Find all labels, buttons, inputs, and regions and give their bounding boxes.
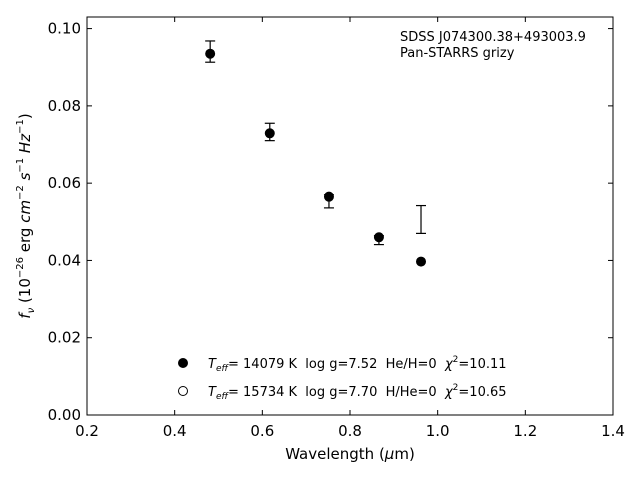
legend-2-chi: χ [444,385,454,400]
x-tick-label: 0.8 [338,422,362,440]
legend-2-t: T [208,385,217,400]
legend-marker-open [178,386,188,396]
y-tick-label: 0.06 [48,174,81,192]
model-point-filled [416,256,427,267]
x-tick-label: 1.2 [513,422,537,440]
model-point-filled [323,191,334,202]
legend-2-sup: 2 [453,383,459,393]
x-axis-label-suffix: m) [394,445,414,463]
legend-2-rest: = 15734 K log g=7.70 H/He=0 [228,385,445,400]
y-tick-label: 0.10 [48,20,81,38]
legend-entry-2: Teff= 15734 K log g=7.70 H/He=0 χ2=10.65 [208,383,507,402]
legend-marker-filled [178,358,188,368]
annotation-survey: Pan-STARRS grizy [400,46,515,61]
y-axis-ticks: 0.00 0.02 0.04 0.06 0.08 0.10 [48,20,613,424]
y-label-open: (10 [16,278,34,308]
model-point-filled [264,128,275,139]
y-tick-label: 0.02 [48,329,81,347]
y-label-exp3: −1 [15,158,26,173]
y-tick-label: 0.00 [48,406,81,424]
y-label-exp2: −2 [15,185,26,200]
y-label-erg: erg [16,223,34,257]
y-label-nu: ν [26,307,37,313]
x-tick-label: 1.4 [601,422,625,440]
legend-1-sup: 2 [453,355,459,365]
x-tick-label: 1.0 [426,422,450,440]
x-axis-label-mu: μ [384,445,395,463]
y-label-close: ) [16,113,34,119]
y-label-s: s [16,172,34,180]
model-point-filled [205,48,216,59]
x-tick-label: 0.2 [75,422,99,440]
legend-entry-1: Teff= 14079 K log g=7.52 He/H=0 χ2=10.11 [208,355,507,374]
annotation-object-name: SDSS J074300.38+493003.9 [400,30,586,45]
legend-1-chi: χ [444,357,454,372]
model-points [205,48,427,267]
y-label-exp4: −1 [15,119,26,134]
y-tick-label: 0.04 [48,251,81,269]
plot-frame [86,16,614,416]
y-label-exp1: −26 [15,257,26,278]
y-label-hz: Hz [16,133,34,153]
y-label-f: f [16,311,34,319]
legend-1-rest: = 14079 K log g=7.52 He/H=0 [228,357,445,372]
y-tick-label: 0.08 [48,97,81,115]
legend-1-val: =10.11 [458,357,506,372]
x-axis-label-prefix: Wavelength ( [285,445,385,463]
x-tick-label: 0.4 [163,422,187,440]
y-axis-label: fν (10−26 erg cm−2 s−1 Hz−1) [15,113,37,318]
x-tick-label: 0.6 [250,422,274,440]
legend-1-t: T [208,357,217,372]
legend-2-val: =10.65 [458,385,506,400]
legend-2-sub: eff [216,392,230,402]
x-axis-label: Wavelength (μm) [285,445,415,463]
model-point-filled [373,232,384,243]
y-label-cm: cm [16,200,34,223]
legend-1-sub: eff [216,364,230,374]
